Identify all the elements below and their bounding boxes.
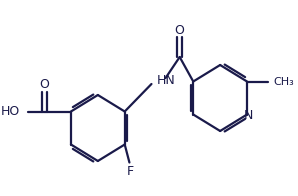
Text: N: N xyxy=(243,109,253,122)
Text: O: O xyxy=(175,24,185,36)
Text: HN: HN xyxy=(157,74,176,86)
Text: CH₃: CH₃ xyxy=(273,76,294,86)
Text: F: F xyxy=(127,165,134,178)
Text: HO: HO xyxy=(1,105,20,118)
Text: O: O xyxy=(40,78,49,91)
